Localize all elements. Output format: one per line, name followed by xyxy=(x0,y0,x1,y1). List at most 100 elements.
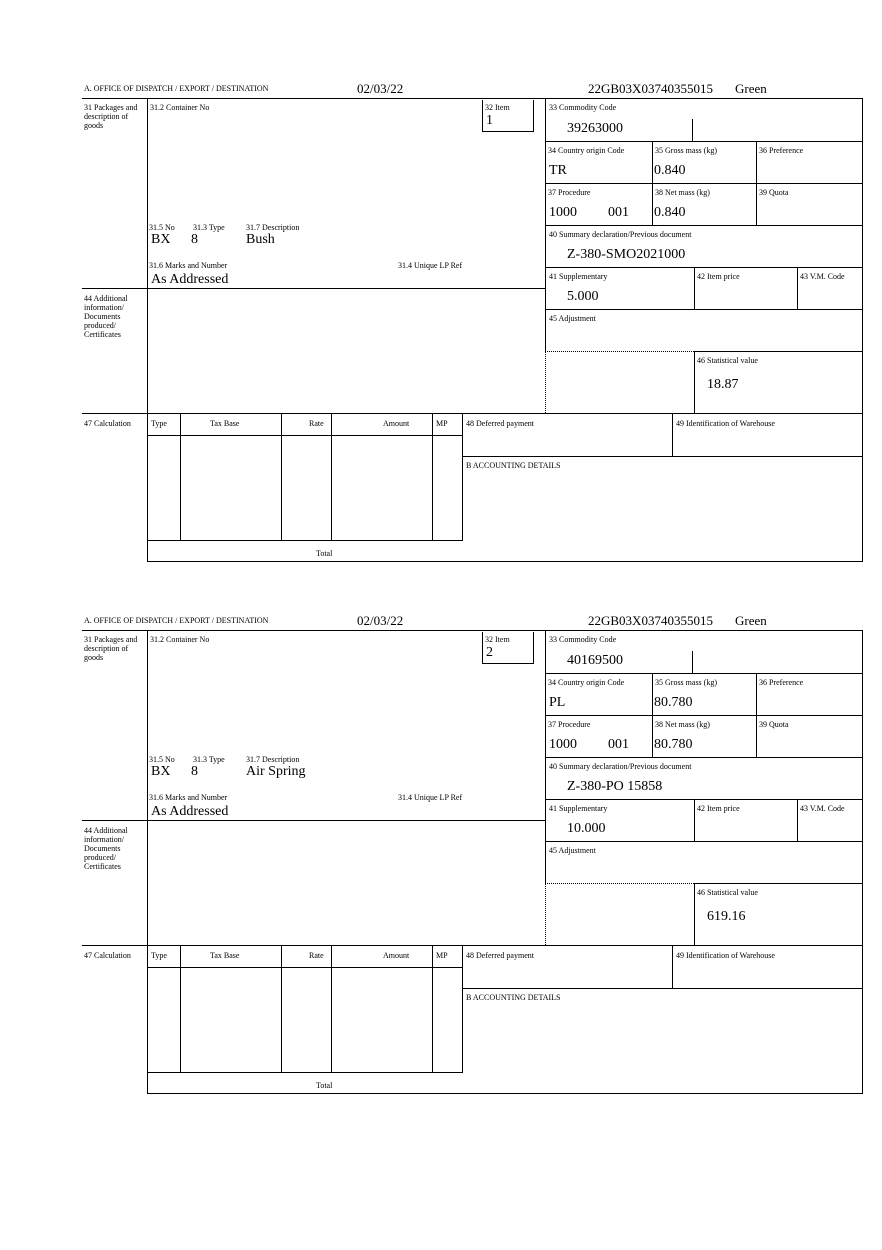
divider xyxy=(462,945,463,1072)
divider xyxy=(462,456,863,457)
frame-right xyxy=(862,98,863,562)
divider xyxy=(797,799,798,841)
description-label: 31.7 Description xyxy=(246,755,300,764)
item-price-label: 42 Item price xyxy=(697,272,740,281)
divider xyxy=(692,119,693,141)
item-label: 32 Item xyxy=(485,103,510,112)
dotted-divider xyxy=(545,883,694,884)
divider xyxy=(672,945,673,988)
divider xyxy=(82,820,545,821)
divider xyxy=(694,351,863,352)
item-number: 1 xyxy=(486,113,493,128)
country-value: PL xyxy=(549,695,566,710)
country-label: 34 Country origin Code xyxy=(548,146,625,155)
type-label: 31.3 Type xyxy=(193,755,225,764)
date: 02/03/22 xyxy=(357,613,404,628)
procedure-code: 1000 xyxy=(549,205,577,220)
col-amount: Amount xyxy=(383,951,410,960)
summary-label: 40 Summary declaration/Previous document xyxy=(549,762,692,771)
divider xyxy=(147,1072,463,1073)
divider xyxy=(331,413,332,540)
gross-mass: 80.780 xyxy=(654,695,693,710)
divider xyxy=(694,351,695,413)
net-mass: 0.840 xyxy=(654,205,686,220)
packages-label: 31 Packages and description of goods xyxy=(84,635,138,662)
deferred-label: 48 Deferred payment xyxy=(466,951,534,960)
quota-label: 39 Quota xyxy=(759,720,789,729)
country-value: TR xyxy=(549,163,567,178)
date: 02/03/22 xyxy=(357,81,404,96)
marks-value: As Addressed xyxy=(151,804,229,819)
supplementary-label: 41 Supplementary xyxy=(549,804,608,813)
divider xyxy=(432,945,433,1072)
package-kind: BX xyxy=(151,232,171,247)
frame-bottom-line xyxy=(147,1093,863,1094)
package-kind: BX xyxy=(151,764,171,779)
col-rate: Rate xyxy=(309,951,324,960)
additional-info-label: 44 Additional information/ Documents pro… xyxy=(84,826,128,871)
goods-description: Bush xyxy=(246,232,275,247)
statistical-label: 46 Statistical value xyxy=(697,356,758,365)
declaration-item-block: A. OFFICE OF DISPATCH / EXPORT / DESTINA… xyxy=(0,0,882,562)
divider xyxy=(672,413,673,456)
previous-document: Z-380-SMO2021000 xyxy=(567,247,686,262)
frame-divider xyxy=(545,630,546,883)
divider xyxy=(281,413,282,540)
divider xyxy=(432,413,433,540)
preference-label: 36 Preference xyxy=(759,678,804,687)
item-box xyxy=(482,632,534,664)
statistical-label: 46 Statistical value xyxy=(697,888,758,897)
reference: 22GB03X03740355015 xyxy=(588,81,713,96)
container-label: 31.2 Container No xyxy=(150,635,210,644)
marks-value: As Addressed xyxy=(151,272,229,287)
vm-code-label: 43 V.M. Code xyxy=(800,272,845,281)
divider xyxy=(545,841,863,842)
divider xyxy=(545,757,863,758)
procedure-additional: 001 xyxy=(608,205,629,220)
commodity-code: 39263000 xyxy=(567,121,623,136)
divider xyxy=(180,413,181,540)
marks-label: 31.6 Marks and Number xyxy=(149,793,228,802)
procedure-label: 37 Procedure xyxy=(548,188,591,197)
preference-label: 36 Preference xyxy=(759,146,804,155)
item-number: 2 xyxy=(486,645,493,660)
divider xyxy=(545,225,863,226)
divider xyxy=(545,183,863,184)
procedure-label: 37 Procedure xyxy=(548,720,591,729)
adjustment-label: 45 Adjustment xyxy=(549,314,596,323)
dotted-divider xyxy=(545,883,546,945)
package-count: 8 xyxy=(191,232,198,247)
statistical-value: 619.16 xyxy=(707,909,746,924)
col-tax-base: Tax Base xyxy=(210,951,240,960)
procedure-additional: 001 xyxy=(608,737,629,752)
warehouse-label: 49 Identification of Warehouse xyxy=(676,419,775,428)
col-type: Type xyxy=(151,951,167,960)
frame-top-line xyxy=(82,98,863,99)
vm-code-label: 43 V.M. Code xyxy=(800,804,845,813)
dotted-divider xyxy=(545,351,546,413)
declaration-item-block: A. OFFICE OF DISPATCH / EXPORT / DESTINA… xyxy=(0,532,882,1094)
office-label: A. OFFICE OF DISPATCH / EXPORT / DESTINA… xyxy=(84,616,269,625)
divider xyxy=(82,413,863,414)
divider xyxy=(147,540,463,541)
divider xyxy=(797,267,798,309)
col-type: Type xyxy=(151,419,167,428)
frame-divider xyxy=(147,630,148,1094)
frame-bottom-line xyxy=(147,561,863,562)
col-mp: MP xyxy=(436,951,448,960)
divider xyxy=(545,799,863,800)
description-label: 31.7 Description xyxy=(246,223,300,232)
goods-description: Air Spring xyxy=(246,764,306,779)
frame-divider xyxy=(545,98,546,351)
unique-ref-label: 31.4 Unique LP Ref xyxy=(398,793,463,802)
divider xyxy=(82,945,863,946)
col-tax-base: Tax Base xyxy=(210,419,240,428)
divider xyxy=(692,651,693,673)
gross-label: 35 Gross mass (kg) xyxy=(655,678,717,687)
commodity-label: 33 Commodity Code xyxy=(549,103,617,112)
frame-top-line xyxy=(82,630,863,631)
item-price-label: 42 Item price xyxy=(697,804,740,813)
calculation-label: 47 Calculation xyxy=(84,419,131,428)
no-label: 31.5 No xyxy=(149,223,175,232)
dotted-divider xyxy=(545,351,694,352)
